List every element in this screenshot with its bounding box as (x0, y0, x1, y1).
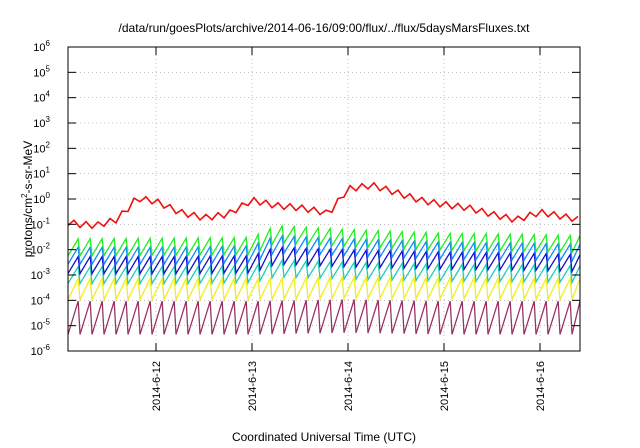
y-tick-label: 10-2 (31, 242, 51, 257)
y-axis-label: protons/cm2-s-sr-MeV (20, 141, 35, 257)
y-tick-label: 10-6 (31, 343, 51, 358)
y-tick-label: 10-5 (31, 318, 51, 333)
x-tick-label: 2014-6-14 (343, 361, 355, 411)
series-line (67, 233, 581, 267)
y-tick-label: 104 (33, 90, 50, 105)
series-line (67, 181, 579, 230)
series-group (67, 181, 581, 335)
y-tick-label: 10-3 (31, 267, 51, 282)
y-tick-label: 100 (33, 191, 50, 206)
y-tick-label: 103 (33, 115, 50, 130)
series-line (67, 299, 581, 335)
grid-lines (68, 46, 580, 352)
x-tick-label: 2014-6-16 (535, 361, 547, 411)
y-tick-label: 10-1 (31, 216, 51, 231)
y-tick-label: 10-4 (31, 292, 51, 307)
x-axis-label: Coordinated Universal Time (UTC) (232, 430, 416, 444)
x-tick-label: 2014-6-15 (439, 361, 451, 411)
y-tick-label: 102 (33, 140, 50, 155)
y-tick-label: 101 (33, 166, 50, 181)
x-axis: 2014-6-12 2014-6-13 2014-6-14 2014-6-15 2014… (151, 47, 547, 411)
y-axis: 10-6 10-5 10-4 10-3 10-2 10-1 100 101 102 103 104 1… (31, 39, 580, 358)
y-tick-label: 106 (33, 39, 50, 54)
series-line (67, 245, 581, 276)
series-line (67, 258, 581, 286)
x-tick-label: 2014-6-13 (247, 361, 259, 411)
series-line (67, 274, 581, 303)
x-tick-label: 2014-6-12 (151, 361, 163, 411)
chart-title: /data/run/goesPlots/archive/2014-06-16/0… (119, 21, 531, 35)
series-line (67, 223, 581, 258)
y-tick-label: 105 (33, 64, 50, 79)
